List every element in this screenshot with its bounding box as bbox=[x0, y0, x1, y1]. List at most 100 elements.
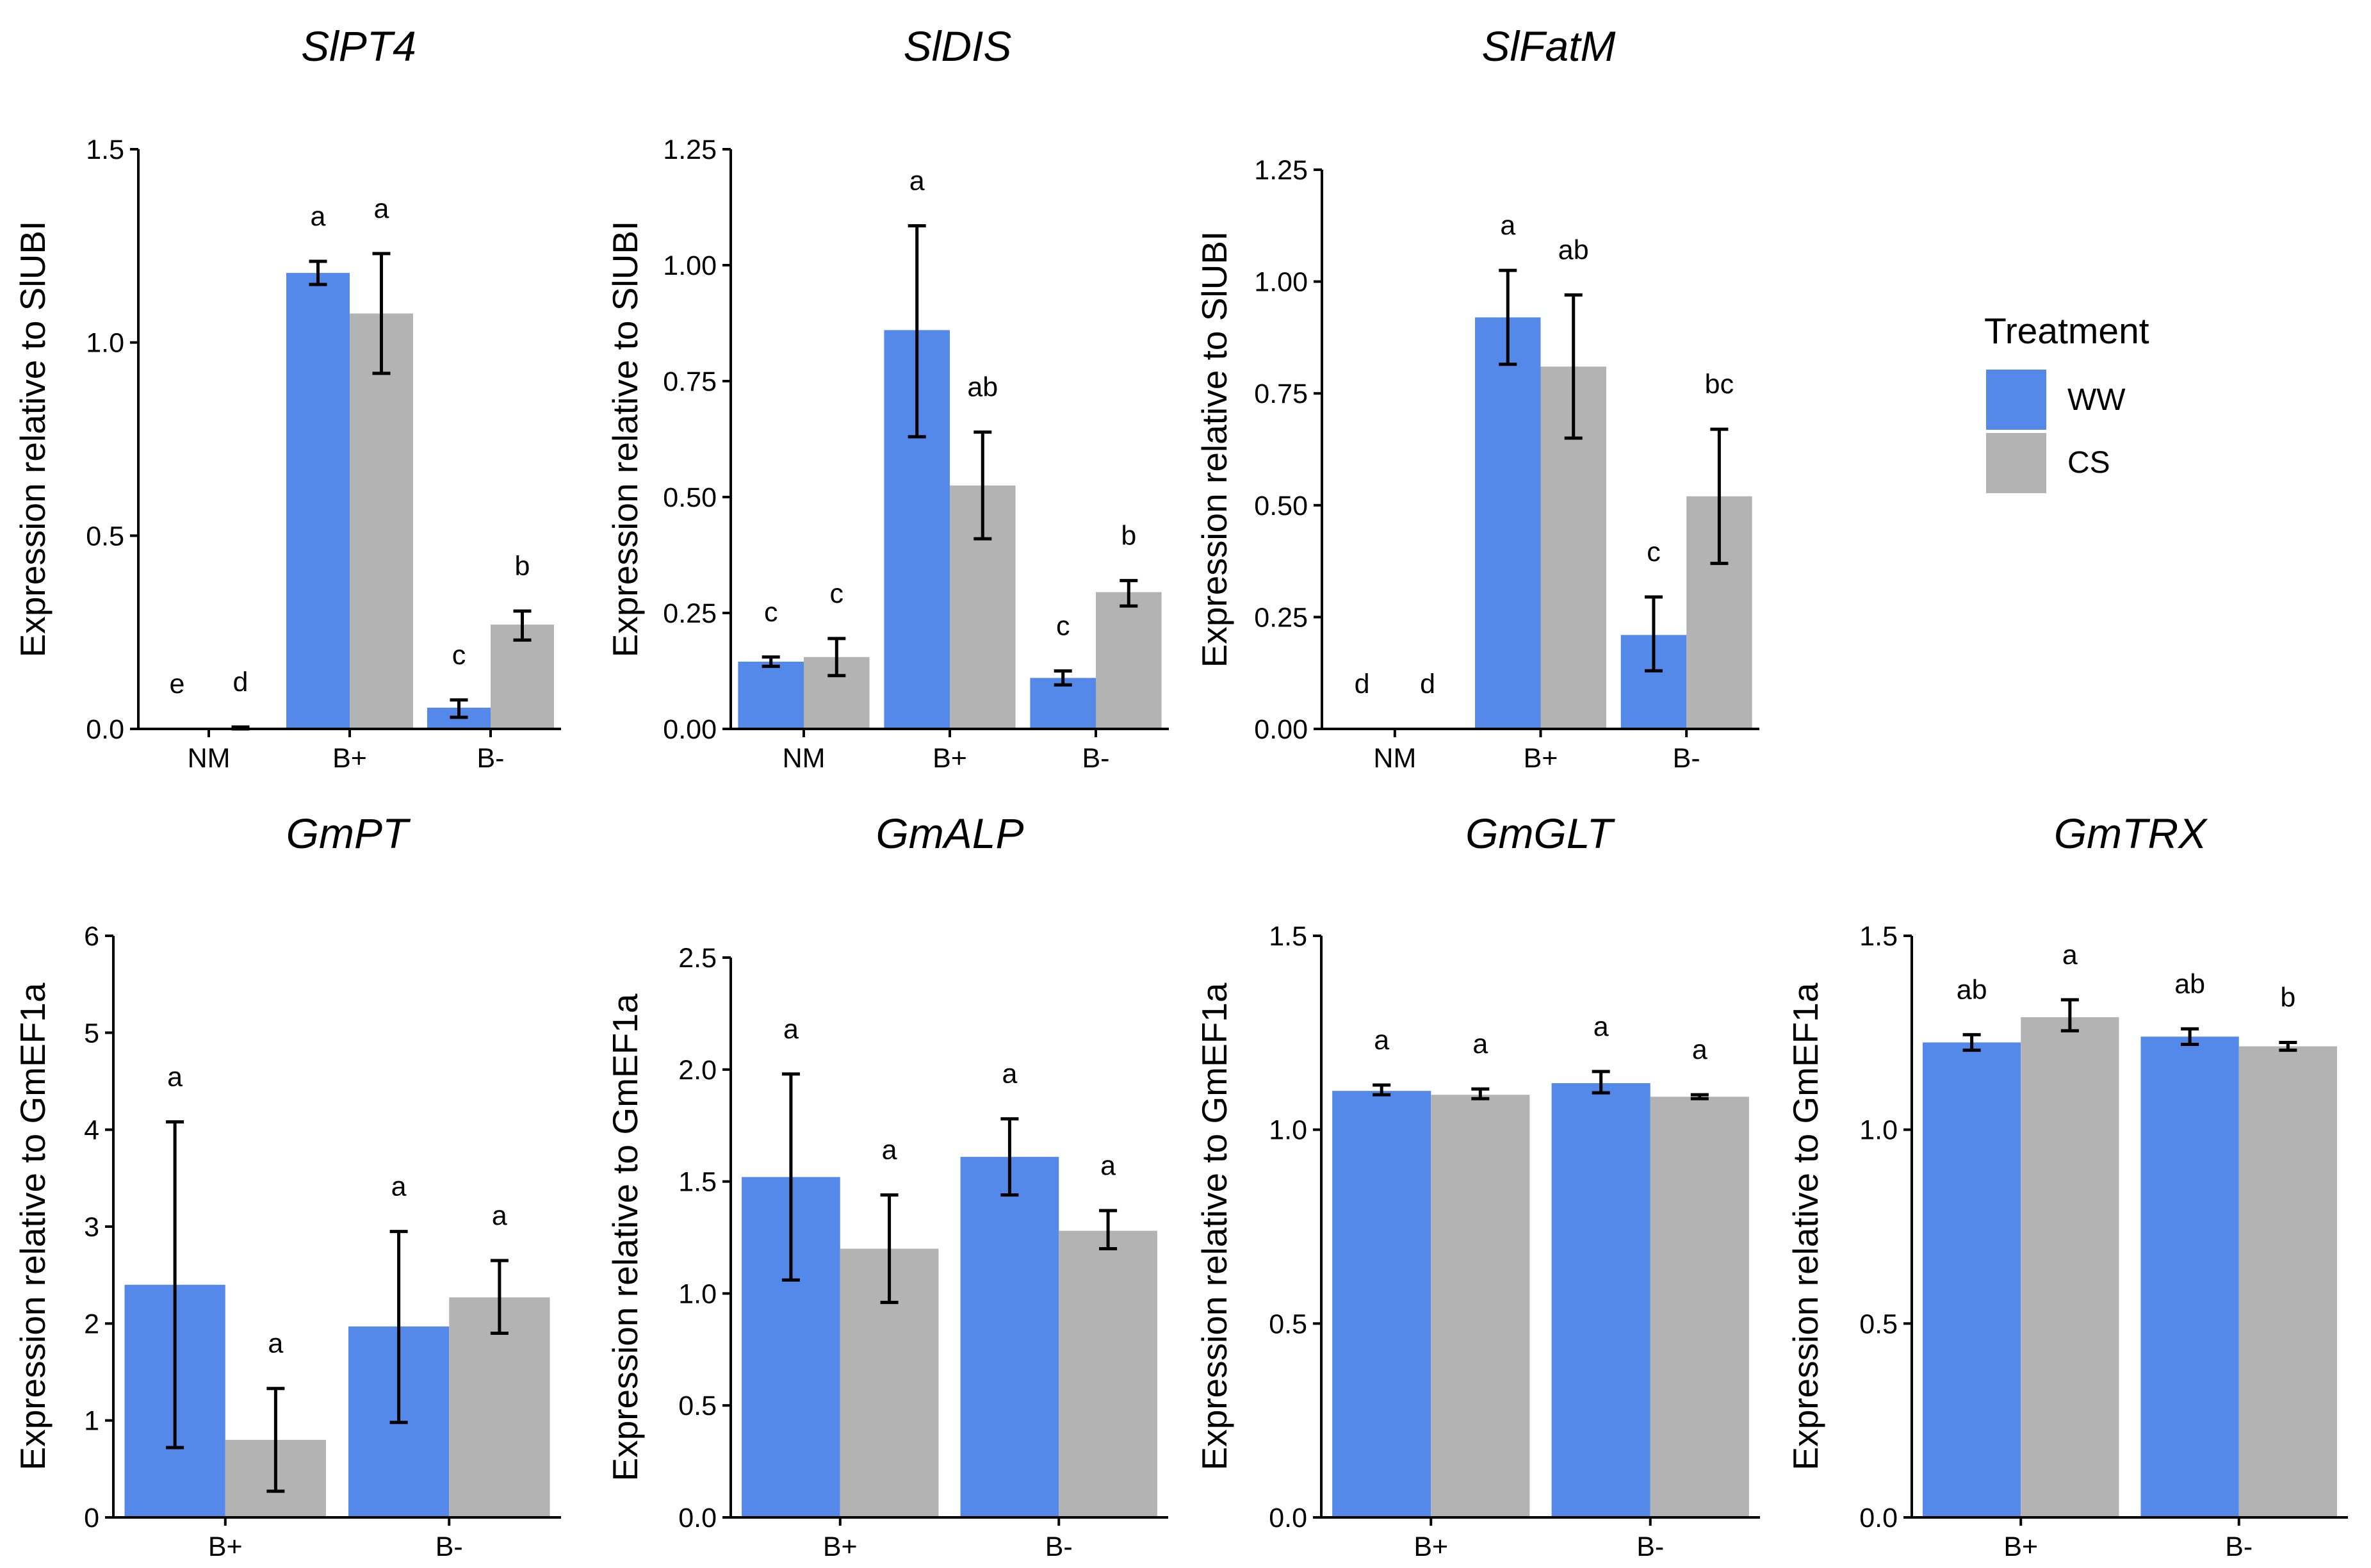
x-tick-label: B+ bbox=[823, 1531, 858, 1562]
y-tick-label: 1 bbox=[84, 1406, 99, 1437]
legend-swatch-ww bbox=[1986, 370, 2046, 430]
y-tick-label: 0.0 bbox=[1269, 1503, 1307, 1533]
y-tick-label: 0.0 bbox=[678, 1503, 717, 1533]
error-bar-ww-B- bbox=[1592, 1070, 1610, 1095]
y-axis-label: Expression relative to SlUBI bbox=[605, 221, 645, 658]
error-bar-cs-B+ bbox=[974, 430, 992, 541]
y-tick-label: 1.5 bbox=[1859, 921, 1898, 952]
y-axis-label: Expression relative to GmEF1a bbox=[1786, 983, 1825, 1471]
bar-cs-B- bbox=[1650, 1097, 1749, 1517]
significance-letter: ab bbox=[967, 372, 998, 403]
significance-letter: a bbox=[2062, 940, 2078, 970]
x-tick-label: B+ bbox=[332, 743, 367, 774]
y-tick-label: 0.5 bbox=[1269, 1309, 1307, 1339]
bar-cs-B- bbox=[1096, 592, 1162, 729]
error-bar-cs-B+ bbox=[2060, 998, 2079, 1033]
error-bar-ww-B+ bbox=[1499, 268, 1517, 366]
error-bar-cs-B+ bbox=[1564, 293, 1583, 440]
legend-label-ww: WW bbox=[2067, 383, 2126, 417]
significance-letter: a bbox=[391, 1172, 407, 1202]
bar-ww-B- bbox=[1551, 1083, 1650, 1517]
y-tick-label: 2.5 bbox=[678, 943, 717, 974]
y-tick-label: 1.00 bbox=[1254, 267, 1308, 298]
panel-gmglt: GmGLT Expression relative to GmEF1a a a a a 0.… bbox=[1194, 810, 1760, 1562]
significance-letter: a bbox=[783, 1014, 799, 1045]
panel-gmpt: GmPT Expression relative to GmEF1a a a a a 0 1 2… bbox=[13, 810, 561, 1562]
significance-letter: c bbox=[452, 640, 466, 671]
y-axis-label: Expression relative to GmEF1a bbox=[13, 983, 53, 1471]
significance-letter: a bbox=[909, 165, 925, 196]
y-axis-label: Expression relative to GmEF1a bbox=[605, 993, 645, 1482]
x-tick-label: NM bbox=[783, 743, 826, 774]
significance-letter: d bbox=[233, 667, 249, 698]
x-tick-label: B+ bbox=[933, 743, 967, 774]
significance-letter: bc bbox=[1705, 369, 1734, 400]
panel-sldis: SlDIS Expression relative to SlUBI c c a ab c b… bbox=[605, 22, 1169, 774]
y-tick-label: 2.0 bbox=[678, 1055, 717, 1086]
error-bar-ww-B- bbox=[450, 698, 468, 719]
error-bar-ww-B+ bbox=[309, 259, 327, 286]
significance-letter: a bbox=[882, 1135, 897, 1166]
legend-title: Treatment bbox=[1984, 311, 2149, 352]
bar-ww-B+ bbox=[1923, 1042, 2021, 1517]
y-tick-label: 0.75 bbox=[1254, 379, 1308, 409]
error-bar-ww-B- bbox=[2181, 1027, 2199, 1046]
panel-title: GmALP bbox=[876, 810, 1023, 857]
bar-ww-B+ bbox=[286, 273, 350, 730]
error-bar-cs-B- bbox=[490, 1259, 509, 1335]
y-axis-label: Expression relative to SlUBI bbox=[1194, 231, 1234, 668]
bar-ww-B+ bbox=[1475, 317, 1541, 729]
error-bar-ww-B- bbox=[1054, 669, 1072, 687]
y-tick-label: 1.5 bbox=[86, 135, 124, 165]
error-bar-ww-B+ bbox=[166, 1120, 184, 1450]
error-bar-ww-B- bbox=[1000, 1117, 1019, 1197]
y-tick-label: 1.0 bbox=[86, 328, 124, 359]
significance-letter: a bbox=[374, 193, 389, 224]
bar-cs-B- bbox=[1059, 1230, 1157, 1517]
x-tick-label: B- bbox=[1673, 743, 1700, 774]
significance-letter: a bbox=[311, 201, 326, 232]
error-bar-cs-B+ bbox=[266, 1387, 285, 1493]
significance-letter: a bbox=[1374, 1025, 1389, 1056]
y-tick-label: 0.00 bbox=[663, 714, 717, 745]
y-tick-label: 0.50 bbox=[1254, 491, 1308, 521]
error-bar-ww-B+ bbox=[781, 1072, 800, 1282]
error-bar-cs-B- bbox=[2279, 1040, 2297, 1052]
bar-ww-B- bbox=[2140, 1036, 2239, 1517]
y-tick-label: 3 bbox=[84, 1212, 99, 1243]
y-tick-label: 1.00 bbox=[663, 250, 717, 281]
x-tick-label: B+ bbox=[1414, 1531, 1448, 1562]
error-bar-ww-B+ bbox=[1373, 1083, 1391, 1097]
panel-title: GmTRX bbox=[2054, 810, 2208, 857]
x-tick-label: B- bbox=[1045, 1531, 1073, 1562]
x-tick-label: B- bbox=[477, 743, 505, 774]
significance-letter: ab bbox=[1558, 235, 1589, 266]
error-bar-ww-B+ bbox=[908, 224, 926, 439]
panels: SlPT4 Expression relative to SlUBI e d a a c b 0… bbox=[13, 22, 2348, 1562]
x-tick-label: B- bbox=[2225, 1531, 2253, 1562]
significance-letter: c bbox=[1647, 537, 1661, 568]
significance-letter: e bbox=[170, 669, 185, 699]
y-axis-label: Expression relative to SlUBI bbox=[13, 221, 53, 658]
significance-letter: ab bbox=[2174, 968, 2205, 999]
error-bar-cs-B- bbox=[1099, 1209, 1118, 1250]
x-tick-label: B- bbox=[436, 1531, 463, 1562]
error-bar-cs-B+ bbox=[1471, 1087, 1490, 1100]
panel-gmtrx: GmTRX Expression relative to GmEF1a ab a ab b… bbox=[1786, 810, 2348, 1562]
panel-gmalp: GmALP Expression relative to GmEF1a a a a a 0.… bbox=[605, 810, 1168, 1562]
error-bar-ww-B- bbox=[389, 1230, 408, 1425]
significance-letter: c bbox=[764, 597, 778, 628]
significance-letter: a bbox=[492, 1200, 507, 1231]
panel-title: GmPT bbox=[286, 810, 411, 857]
y-tick-label: 0.25 bbox=[1254, 602, 1308, 633]
y-axis-label: Expression relative to GmEF1a bbox=[1194, 983, 1234, 1471]
error-bar-ww-NM bbox=[762, 655, 780, 668]
significance-letter: a bbox=[1002, 1059, 1017, 1090]
x-tick-label: B- bbox=[1082, 743, 1110, 774]
significance-letter: a bbox=[167, 1062, 183, 1093]
bar-cs-B- bbox=[491, 625, 554, 729]
error-bar-cs-B- bbox=[1690, 1093, 1709, 1100]
y-tick-label: 0 bbox=[84, 1503, 99, 1533]
panel-slpt4: SlPT4 Expression relative to SlUBI e d a a c b 0… bbox=[13, 22, 561, 774]
